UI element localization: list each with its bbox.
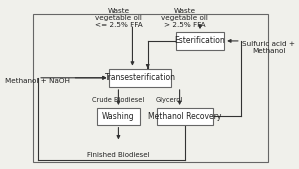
FancyBboxPatch shape xyxy=(109,69,171,87)
Text: Methanol + NaOH: Methanol + NaOH xyxy=(5,78,70,84)
Text: Esterification: Esterification xyxy=(175,37,225,45)
Text: Methanol Recovery: Methanol Recovery xyxy=(148,112,221,121)
Text: Washing: Washing xyxy=(102,112,135,121)
Text: Transesterification: Transesterification xyxy=(105,73,176,82)
Text: Sulfuric acid +
Methanol: Sulfuric acid + Methanol xyxy=(242,41,295,54)
FancyBboxPatch shape xyxy=(157,108,213,125)
FancyBboxPatch shape xyxy=(97,108,140,125)
Text: Glycerol: Glycerol xyxy=(156,97,183,103)
Text: Waste
vegetable oil
> 2.5% FFA: Waste vegetable oil > 2.5% FFA xyxy=(161,8,208,28)
FancyBboxPatch shape xyxy=(176,32,224,50)
Text: Finished Biodiesel: Finished Biodiesel xyxy=(87,152,150,158)
Text: Waste
vegetable oil
<= 2.5% FFA: Waste vegetable oil <= 2.5% FFA xyxy=(94,8,142,28)
Text: Crude Biodiesel: Crude Biodiesel xyxy=(92,97,144,103)
